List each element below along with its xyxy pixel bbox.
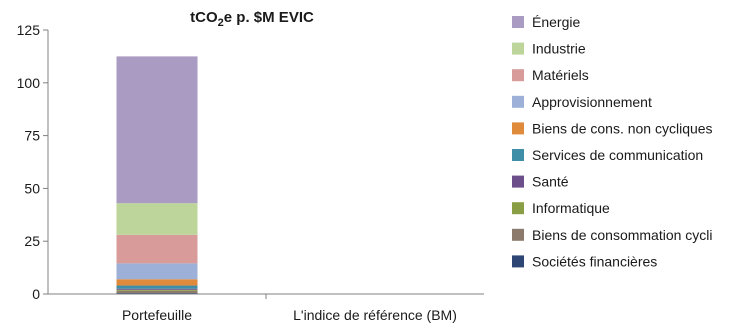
legend-label: Approvisionnement bbox=[532, 94, 652, 110]
chart-title-main: tCO bbox=[190, 9, 218, 26]
legend-label: Biens de consommation cycli bbox=[532, 227, 713, 243]
legend-item: Sociétés financières bbox=[512, 253, 657, 269]
bar-segment bbox=[116, 289, 198, 291]
chart-title-rest: e p. $M EVIC bbox=[224, 9, 314, 26]
legend-item: Services de communication bbox=[512, 147, 703, 163]
legend-item: Santé bbox=[512, 174, 569, 190]
legend-swatch bbox=[512, 95, 524, 108]
legend-label: Informatique bbox=[532, 200, 610, 216]
legend-swatch bbox=[512, 16, 524, 28]
legend-swatch bbox=[512, 69, 524, 82]
legend-swatch bbox=[512, 42, 524, 55]
bar-segment bbox=[116, 279, 198, 286]
legend-label: Industrie bbox=[532, 41, 586, 57]
y-tick-label: 50 bbox=[24, 180, 40, 196]
legend-swatch bbox=[512, 122, 524, 135]
bar-segment bbox=[116, 285, 198, 289]
legend-item: Biens de consommation cycli bbox=[512, 227, 713, 243]
legend-item: Informatique bbox=[512, 200, 610, 216]
y-tick-label: 0 bbox=[32, 286, 40, 302]
legend-label: Sociétés financières bbox=[532, 253, 657, 269]
legend-label: Matériels bbox=[532, 67, 589, 83]
legend-swatch bbox=[512, 228, 524, 241]
legend-swatch bbox=[512, 175, 524, 188]
y-tick-label: 25 bbox=[24, 233, 40, 249]
x-category-label: Portefeuille bbox=[122, 307, 192, 323]
legend: Énergie Industrie Matériels Approvisionneme… bbox=[512, 14, 713, 269]
bar-segment bbox=[116, 203, 198, 235]
bars bbox=[116, 56, 198, 294]
legend-item: Matériels bbox=[512, 67, 589, 83]
bar-segment bbox=[116, 263, 198, 280]
bar-segment bbox=[116, 56, 198, 204]
bar-segment bbox=[116, 290, 198, 294]
legend-swatch bbox=[512, 149, 524, 161]
legend-label: Santé bbox=[532, 174, 569, 190]
y-tick-label: 125 bbox=[17, 22, 41, 38]
chart-title: tCO2e p. $M EVIC bbox=[190, 9, 314, 29]
legend-swatch bbox=[512, 255, 524, 268]
bar-segment bbox=[116, 234, 198, 264]
y-tick-label: 75 bbox=[24, 128, 40, 144]
bar-segment bbox=[116, 293, 198, 294]
legend-swatch bbox=[512, 202, 524, 215]
legend-item: Énergie bbox=[512, 14, 580, 30]
axes: 0 25 50 75 100 125 Portefeuille L'indice de réf… bbox=[17, 22, 484, 323]
legend-label: Services de communication bbox=[532, 147, 703, 163]
legend-label: Énergie bbox=[532, 14, 580, 30]
legend-item: Industrie bbox=[512, 41, 586, 57]
bar-segment bbox=[116, 288, 198, 290]
chart-title-subscript: 2 bbox=[218, 17, 224, 29]
y-tick-label: 100 bbox=[17, 75, 41, 91]
x-category-label: L'indice de référence (BM) bbox=[293, 307, 457, 323]
legend-item: Approvisionnement bbox=[512, 94, 652, 110]
legend-item: Biens de cons. non cycliques bbox=[512, 120, 713, 136]
legend-label: Biens de cons. non cycliques bbox=[532, 120, 713, 136]
